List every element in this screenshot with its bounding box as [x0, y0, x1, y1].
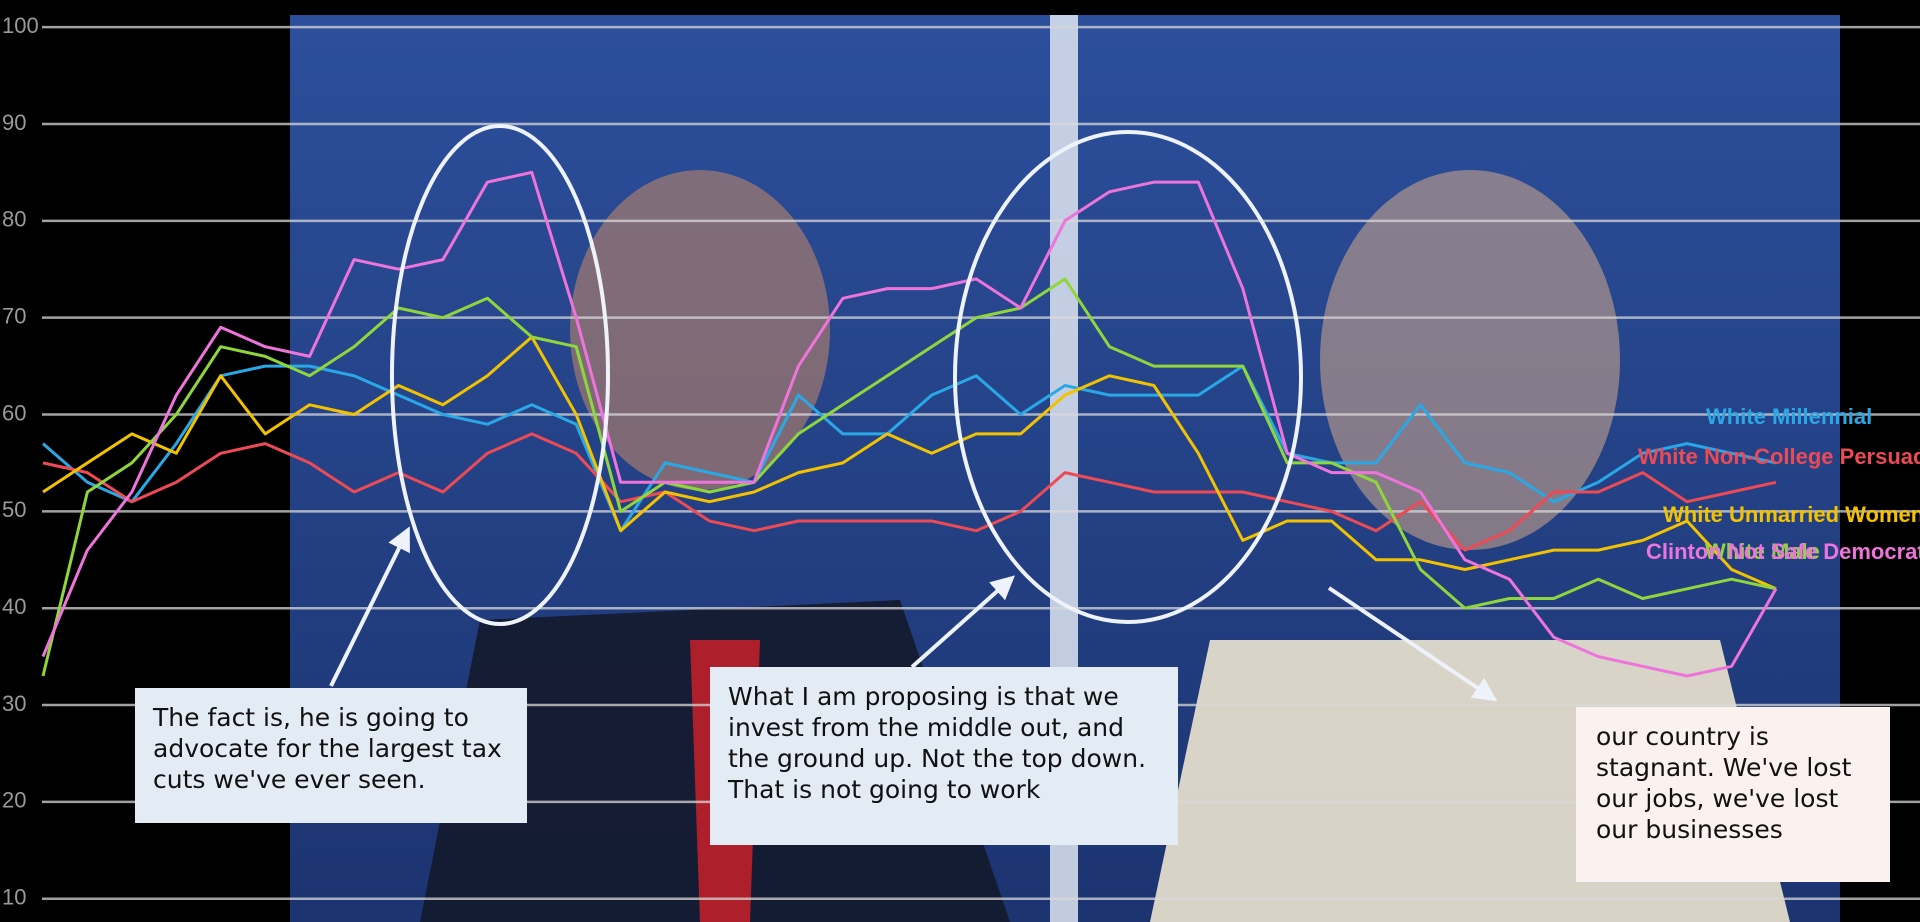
y-tick-label: 20: [2, 788, 26, 813]
page: 10 20 30 40 50 60 70 80 90 100 White Millennial Wh…: [0, 0, 1920, 922]
legend-label: White Millennial: [1706, 404, 1872, 429]
y-tick-label: 80: [2, 207, 26, 232]
y-tick-label: 50: [2, 497, 26, 522]
legend-label: White Unmarried Women: [1663, 502, 1920, 527]
annotation: What I am proposing is that we invest fr…: [710, 667, 1178, 845]
y-tick-label: 100: [2, 13, 39, 38]
y-tick-label: 30: [2, 691, 26, 716]
y-tick-label: 10: [2, 885, 26, 910]
y-tick-label: 60: [2, 400, 26, 425]
annotation: The fact is, he is going to advocate for…: [135, 688, 527, 823]
y-tick-label: 90: [2, 110, 26, 135]
annotation: our country is stagnant. We've lost our …: [1576, 707, 1890, 882]
legend-label: White Non-College Persuadable: [1638, 444, 1920, 469]
legend-label: Clinton Not Safe Democrat: [1646, 539, 1920, 564]
y-tick-label: 70: [2, 303, 26, 328]
y-tick-label: 40: [2, 594, 26, 619]
